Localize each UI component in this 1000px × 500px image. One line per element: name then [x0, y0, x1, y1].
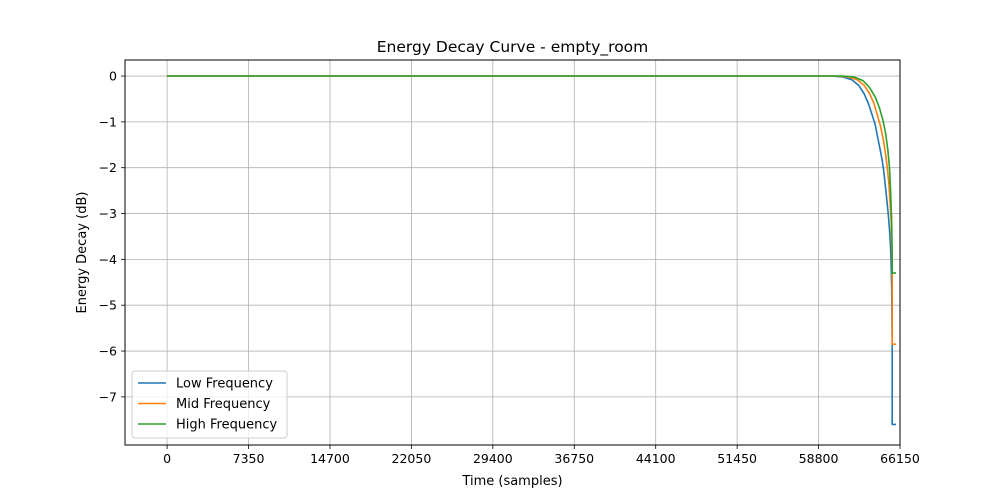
x-tick-label: 36750	[554, 451, 594, 466]
x-tick-label: 0	[163, 451, 171, 466]
x-tick-label: 29400	[473, 451, 513, 466]
series-line	[167, 75, 897, 274]
axis-ticks: 0 7350 14700 22050 29400 36750 44100 51450 58800…	[99, 69, 920, 466]
legend-label: High Frequency	[176, 418, 277, 433]
y-tick-label: −1	[99, 114, 117, 129]
x-tick-label: 22050	[392, 451, 432, 466]
x-tick-label: 51450	[717, 451, 757, 466]
x-tick-label: 44100	[636, 451, 676, 466]
plot-area-frame	[124, 59, 901, 446]
legend-box	[131, 370, 288, 439]
y-tick-label: −4	[99, 252, 117, 267]
y-tick-label: −6	[99, 344, 117, 359]
x-tick-label: 14700	[310, 451, 350, 466]
y-tick-label: −5	[99, 298, 117, 313]
x-axis-label: Time (samples)	[461, 474, 562, 489]
chart-title: Energy Decay Curve - empty_room	[377, 38, 649, 57]
y-axis-label: Energy Decay (dB)	[75, 192, 90, 314]
series-lines	[167, 75, 897, 426]
y-tick-label: 0	[109, 69, 117, 84]
legend: Low Frequency Mid Frequency High Frequency	[131, 370, 288, 439]
legend-label: Low Frequency	[176, 377, 273, 392]
x-tick-label: 7350	[233, 451, 265, 466]
y-tick-label: −7	[99, 389, 117, 404]
x-tick-label: 58800	[799, 451, 839, 466]
x-tick-label: 66150	[880, 451, 920, 466]
series-line	[167, 75, 897, 426]
legend-label: Mid Frequency	[176, 397, 271, 412]
y-tick-label: −2	[99, 160, 117, 175]
y-tick-label: −3	[99, 206, 117, 221]
